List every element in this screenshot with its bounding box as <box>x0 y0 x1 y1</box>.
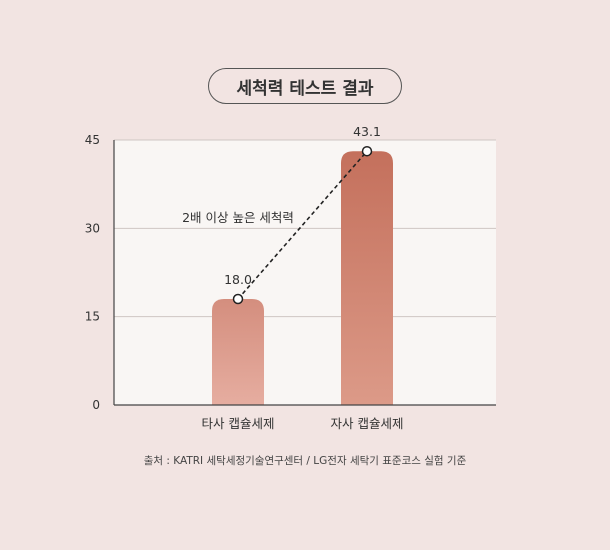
chart-title: 세척력 테스트 결과 <box>208 68 402 104</box>
bars <box>212 151 393 405</box>
source-note: 출처 : KATRI 세탁세정기술연구센터 / LG전자 세탁기 표준코스 실험… <box>143 455 467 467</box>
annotation-text: 2배 이상 높은 세척력 <box>182 210 294 225</box>
dashed-connector <box>237 150 368 300</box>
y-tick-label: 0 <box>92 398 100 412</box>
value-labels: 18.0 43.1 <box>224 124 381 287</box>
y-tick-label: 45 <box>85 133 100 147</box>
x-tick-labels: 타사 캡슐세제 자사 캡슐세제 <box>202 416 404 431</box>
data-label-1: 18.0 <box>224 272 252 287</box>
data-point-2 <box>361 145 373 157</box>
y-tick-label: 30 <box>85 221 100 235</box>
bar-1 <box>212 299 264 405</box>
x-tick-label: 타사 캡슐세제 <box>202 416 275 431</box>
gridlines <box>114 139 496 318</box>
x-tick-label: 자사 캡슐세제 <box>331 416 404 431</box>
bar-2 <box>341 151 393 405</box>
plot-area <box>114 140 496 405</box>
y-tick-label: 15 <box>85 310 100 324</box>
y-tick-labels: 0 15 30 45 <box>85 133 100 412</box>
trend-line <box>232 145 373 305</box>
data-label-2: 43.1 <box>353 124 381 139</box>
data-point-1 <box>232 293 244 305</box>
